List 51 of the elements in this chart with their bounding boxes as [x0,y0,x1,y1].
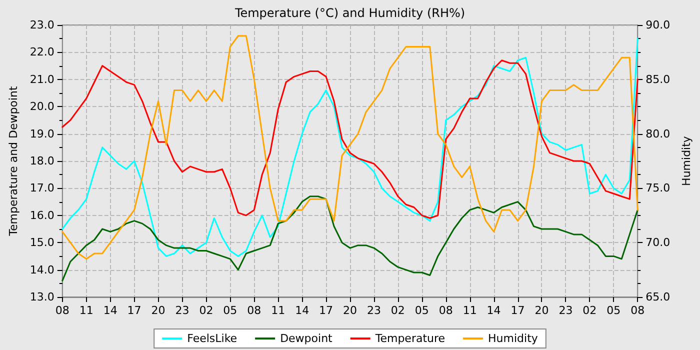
legend-label: Temperature [374,332,446,345]
x-tick-label: 20 [534,304,549,317]
x-tick-label: 08 [438,304,453,317]
x-tick-label: 05 [606,304,621,317]
x-tick-label: 17 [510,304,525,317]
x-tick-label: 08 [247,304,262,317]
y-tick-label: 18.0 [30,154,54,168]
x-tick-label: 11 [462,304,477,317]
x-tick-label: 20 [343,304,357,317]
line-series [62,60,638,219]
y-tick-label: 16.0 [30,208,54,222]
y-tick-label: 13.0 [30,290,54,304]
x-tick-label: 05 [414,304,429,317]
chart-title: Temperature (°C) and Humidity (RH%) [234,6,466,20]
y-tick-label: 22.0 [30,46,54,59]
x-tick-label: 02 [199,304,214,317]
legend-label: Humidity [488,332,538,345]
y-tick-label: 17.0 [30,182,54,195]
y2-tick-label: 70.0 [646,236,670,250]
x-tick-label: 05 [223,304,238,317]
x-tick-label: 14 [103,304,118,317]
y2-axis-title: Humidity [680,136,693,186]
x-tick-label: 08 [630,304,645,317]
y-tick-label: 14.0 [30,263,54,276]
y2-tick-label: 90.0 [646,18,670,32]
y-tick-label: 23.0 [30,18,54,32]
legend-label: FeelsLike [187,332,238,345]
y-tick-label: 21.0 [30,72,54,86]
x-tick-label: 17 [319,304,334,317]
x-tick-label: 08 [55,304,70,317]
y2-tick-label: 85.0 [646,72,670,86]
y-tick-label: 19.0 [30,127,54,140]
x-tick-label: 23 [366,304,381,317]
x-tick-label: 23 [558,304,573,317]
y-axis-title: Temperature and Dewpoint [7,85,20,237]
x-tick-label: 23 [175,304,190,317]
y2-tick-label: 80.0 [646,127,670,140]
x-tick-label: 14 [295,304,310,317]
legend-label: Dewpoint [280,332,334,345]
y2-tick-label: 75.0 [646,182,670,195]
x-tick-label: 02 [582,304,597,317]
x-tick-label: 14 [486,304,501,317]
line-series [62,196,638,282]
x-tick-label: 20 [151,304,166,317]
x-tick-label: 11 [79,304,94,317]
y-tick-label: 15.0 [30,236,54,250]
x-tick-label: 02 [390,304,405,317]
y-tick-label: 20.0 [30,100,54,114]
x-tick-label: 17 [127,304,142,317]
x-tick-label: 11 [271,304,286,317]
y2-tick-label: 65.0 [646,290,670,304]
